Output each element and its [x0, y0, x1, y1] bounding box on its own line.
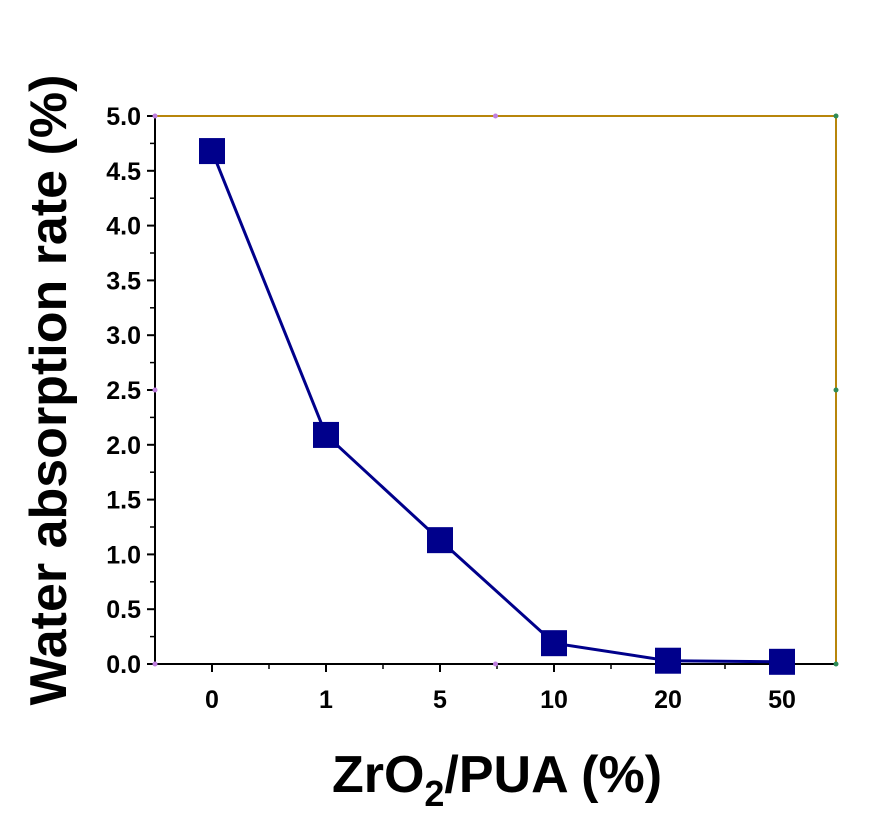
frame-handle	[152, 113, 158, 119]
y-tick-label: 1.0	[106, 541, 141, 569]
data-point-marker	[541, 630, 567, 657]
x-tick-label: 10	[540, 686, 568, 714]
y-tick-label: 2.5	[106, 377, 141, 405]
frame-handle	[833, 661, 839, 667]
y-tick-label: 2.0	[106, 432, 141, 460]
y-tick-label: 5.0	[106, 103, 141, 131]
y-tick-label: 0.5	[106, 596, 141, 624]
frame-handle	[833, 387, 839, 393]
frame-handle	[152, 387, 158, 393]
y-axis-title: Water absorption rate (%)	[20, 75, 78, 706]
x-tick-label: 0	[205, 686, 219, 714]
x-tick-label: 1	[319, 686, 333, 714]
x-axis-ticks: 0 1 5 10 20 50	[205, 664, 796, 714]
plot-frame	[152, 113, 839, 667]
x-tick-label: 5	[433, 686, 447, 714]
frame-handle	[833, 113, 839, 119]
data-point-marker	[427, 527, 453, 554]
y-tick-label: 3.5	[106, 267, 141, 295]
x-tick-label: 20	[654, 686, 682, 714]
y-tick-label: 3.0	[106, 322, 141, 350]
data-point-marker	[199, 138, 225, 165]
frame-handle	[152, 661, 158, 667]
series-line	[210, 150, 783, 664]
x-axis-title: ZrO2/PUA (%)	[332, 746, 662, 814]
data-series	[199, 138, 795, 675]
y-tick-label: 0.0	[106, 651, 141, 679]
data-point-marker	[769, 648, 795, 675]
data-point-marker	[655, 647, 681, 674]
frame-handle	[493, 661, 498, 667]
y-axis-ticks: 0.0 0.5 1.0 1.5 2.0 2.5 3.0 3.5 4.0 4.5 5.0	[106, 103, 155, 679]
x-tick-label: 50	[768, 686, 796, 714]
y-tick-label: 4.5	[106, 158, 141, 186]
frame-handle	[493, 113, 498, 119]
y-tick-label: 4.0	[106, 213, 141, 241]
y-tick-label: 1.5	[106, 487, 141, 515]
data-point-marker	[313, 421, 339, 448]
